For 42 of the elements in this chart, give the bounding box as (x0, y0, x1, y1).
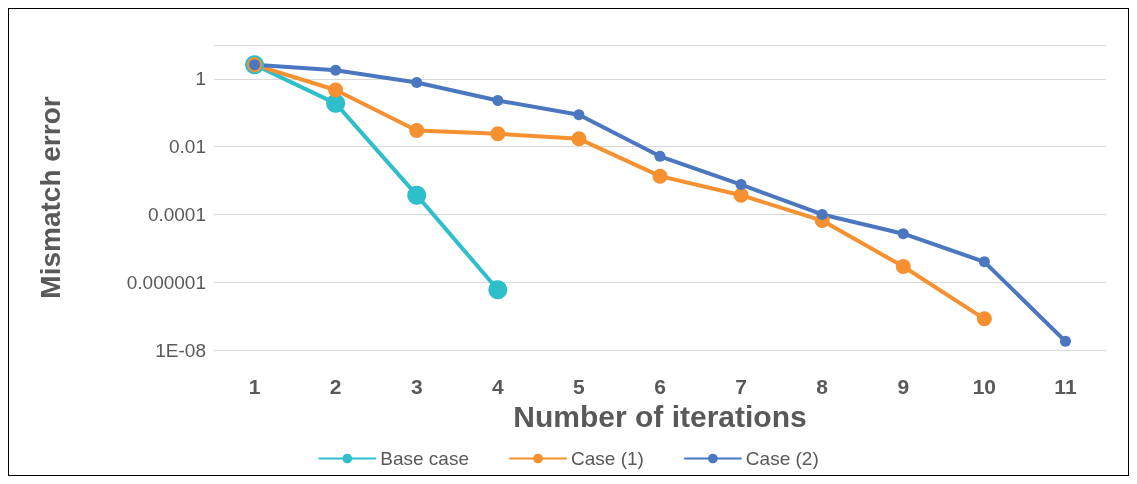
x-axis-title: Number of iterations (513, 400, 807, 434)
point (654, 150, 666, 162)
point (895, 259, 911, 275)
point (1059, 335, 1071, 347)
legend-label: Case (1) (571, 448, 644, 469)
y-tick-label: 0.000001 (126, 271, 206, 293)
y-tick-label: 0.0001 (147, 203, 206, 225)
point (816, 208, 828, 220)
y-tick-label: 0.01 (169, 136, 206, 158)
legend-label: Case (2) (745, 448, 819, 469)
point (652, 168, 668, 184)
x-tick-label: 1 (248, 375, 261, 398)
y-tick-label: 1 (195, 68, 206, 90)
x-tick-label: 7 (735, 375, 747, 398)
point (330, 64, 342, 76)
point (733, 187, 749, 203)
point (328, 82, 344, 98)
x-tick-label: 2 (329, 375, 342, 398)
point (411, 77, 423, 89)
point (490, 126, 506, 142)
x-tick-label: 11 (1054, 375, 1077, 398)
legend-label: Base case (380, 448, 470, 469)
x-tick-label: 9 (897, 375, 910, 398)
point (407, 185, 427, 205)
point (571, 131, 587, 147)
point (735, 179, 747, 191)
x-tick-label: 8 (816, 375, 829, 398)
x-tick-label: 4 (491, 375, 504, 398)
point (492, 95, 504, 107)
point (976, 311, 992, 327)
x-tick-label: 6 (654, 375, 666, 398)
point (326, 93, 346, 113)
x-tick-label: 5 (573, 375, 586, 398)
x-tick-label: 10 (972, 375, 997, 398)
point (409, 123, 425, 138)
point (978, 256, 990, 268)
x-tick-label: 3 (410, 375, 423, 398)
point (488, 280, 508, 300)
y-tick-label: 1E-08 (155, 339, 206, 361)
point (897, 228, 909, 240)
point (573, 109, 585, 121)
y-axis-title: Mismatch error (34, 96, 66, 299)
